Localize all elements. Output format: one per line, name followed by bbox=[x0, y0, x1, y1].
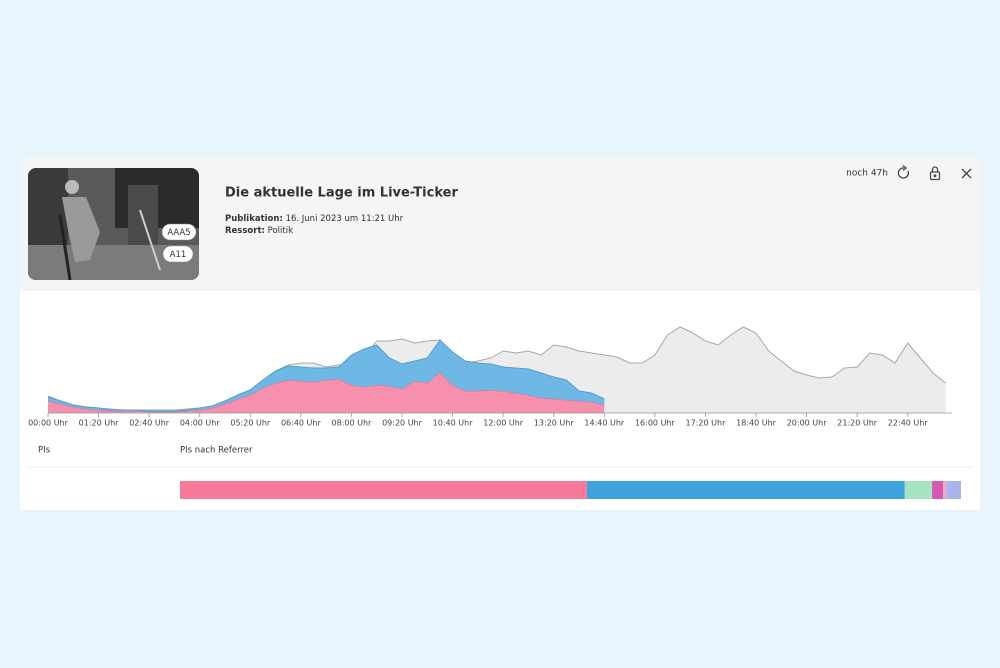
lock-button[interactable] bbox=[929, 166, 941, 181]
x-tick-label: 22:40 Uhr bbox=[888, 419, 929, 428]
stacked-area-line bbox=[47, 339, 605, 412]
publication: Publikation: 16. Juni 2023 um 11:21 Uhr bbox=[225, 214, 404, 224]
section-name: Politik bbox=[268, 226, 293, 236]
x-tick-label: 01:20 Uhr bbox=[79, 419, 120, 428]
x-tick-label: 14:40 Uhr bbox=[584, 419, 625, 428]
x-tick-label: 18:40 Uhr bbox=[736, 419, 777, 428]
section: Ressort: Politik bbox=[225, 226, 293, 236]
publication-label: Publikation: bbox=[225, 214, 283, 224]
traffic-chart: 00:00 Uhr 01:20 Uhr 02:40 Uhr 04:00 Uhr 05:2… bbox=[28, 326, 952, 428]
stacked-area bbox=[48, 340, 605, 412]
badge-label: AAA5 bbox=[167, 228, 190, 238]
x-tick-label: 04:00 Uhr bbox=[180, 419, 221, 428]
x-tick-label: 12:00 Uhr bbox=[483, 419, 524, 428]
badge: A11 bbox=[162, 245, 194, 263]
column-header: PIs nach Referrer bbox=[180, 446, 253, 456]
x-tick-label: 16:00 Uhr bbox=[635, 419, 676, 428]
bar-segment bbox=[180, 481, 587, 499]
section-label: Ressort: bbox=[225, 226, 265, 236]
x-tick-label: 21:20 Uhr bbox=[837, 419, 878, 428]
bar-segment bbox=[904, 481, 933, 499]
referrer-bar bbox=[180, 481, 961, 499]
remaining-time: noch 47h bbox=[846, 169, 888, 179]
x-tick-label: 13:20 Uhr bbox=[534, 419, 575, 428]
column-header: PIs bbox=[38, 446, 51, 456]
publication-date: 16. Juni 2023 um 11:21 Uhr bbox=[286, 214, 404, 224]
x-tick-label: 10:40 Uhr bbox=[433, 419, 474, 428]
badge-label: A11 bbox=[170, 250, 187, 260]
x-tick-label: 05:20 Uhr bbox=[230, 419, 271, 428]
article-title: Die aktuelle Lage im Live-Ticker bbox=[225, 186, 458, 201]
stacked-area bbox=[48, 372, 605, 413]
x-tick-label: 02:40 Uhr bbox=[129, 419, 170, 428]
x-tick-label: 09:20 Uhr bbox=[382, 419, 423, 428]
x-tick-label: 06:40 Uhr bbox=[281, 419, 322, 428]
bar-segment bbox=[932, 481, 944, 499]
bar-segment bbox=[943, 481, 947, 499]
x-tick-label: 17:20 Uhr bbox=[686, 419, 727, 428]
x-tick-label: 08:00 Uhr bbox=[332, 419, 373, 428]
x-tick-label: 00:00 Uhr bbox=[28, 419, 69, 428]
badge: AAA5 bbox=[161, 223, 197, 241]
stacked-area-line bbox=[47, 371, 605, 413]
close-button[interactable] bbox=[961, 168, 972, 179]
x-tick-label: 20:00 Uhr bbox=[787, 419, 828, 428]
bar-segment bbox=[586, 481, 905, 499]
bar-segment bbox=[946, 481, 961, 499]
refresh-button[interactable] bbox=[897, 165, 910, 179]
